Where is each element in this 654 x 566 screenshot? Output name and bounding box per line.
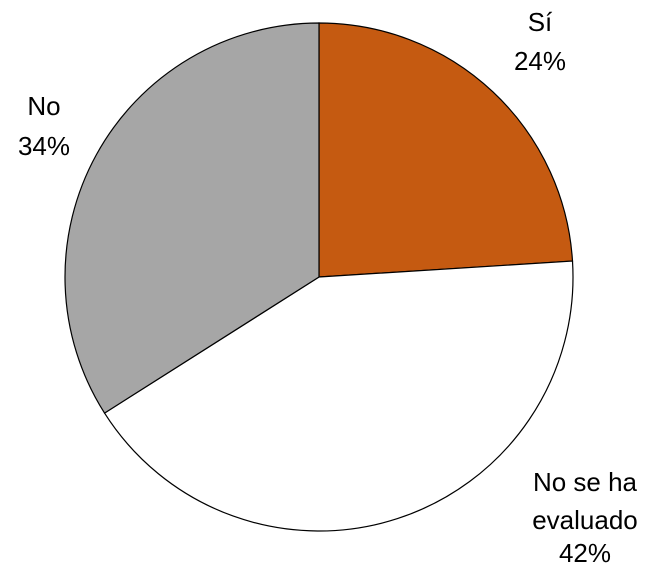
pie-slice-2 (103, 260, 574, 532)
pie-slices (64, 22, 574, 532)
slice-category-label: evaluado (532, 505, 638, 535)
pie-labels: Sí 24% No se ha evaluado 42% No 34% (18, 7, 638, 566)
slice-category-label: No se ha (533, 467, 638, 497)
slice-value-label: 42% (559, 538, 611, 566)
slice-category-label: No (27, 91, 60, 121)
slice-value-label: 24% (514, 46, 566, 76)
slice-category-label: Sí (528, 7, 553, 37)
pie-slice-3 (64, 22, 320, 414)
slice-value-label: 34% (18, 131, 70, 161)
pie-slice-1 (318, 22, 574, 278)
